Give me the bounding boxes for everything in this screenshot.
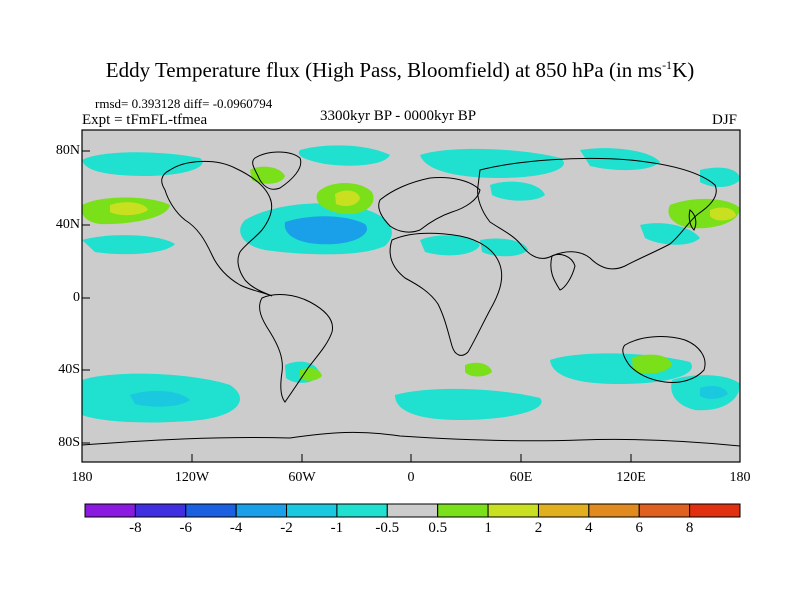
field-mediterranean-cyan [420, 235, 480, 256]
field-n-pacific-cyan [82, 235, 175, 255]
lon-label-0: 0 [407, 470, 415, 485]
field-n-pacific-east-yellowgreen [110, 202, 148, 216]
coast-africa [389, 232, 503, 356]
stats-text: rmsd= 0.393128 diff= -0.0960794 [95, 96, 273, 111]
coast-japan [688, 209, 697, 231]
colorbar-label: 2 [534, 520, 543, 536]
colorbar-label: -1 [330, 520, 344, 536]
coast-north-america [161, 160, 273, 297]
colorbar-label: 0.5 [428, 520, 448, 536]
field-sw-pacific-blue [700, 386, 728, 399]
title-tail: K) [672, 58, 695, 82]
season-label: DJF [712, 112, 738, 128]
colorbar-box-9 [537, 503, 590, 518]
colorbar-label: -2 [280, 520, 293, 536]
lon-label-120w: 120W [174, 470, 210, 485]
colorbar-box-7 [437, 503, 489, 518]
colorbar-label: 4 [585, 520, 593, 536]
coast-greenland [252, 151, 302, 190]
title-main: Eddy Temperature flux (High Pass, Bloomf… [105, 58, 663, 82]
field-n-pacific-west-green [668, 198, 740, 229]
lat-label-40s: 40S [58, 362, 80, 377]
field-ne-atlantic-yellowgreen [335, 190, 360, 206]
colorbar-box-2 [185, 503, 237, 518]
field-arctic-cyan-1 [82, 152, 203, 176]
colorbar-label: 6 [635, 520, 643, 536]
colorbar-box-6 [386, 503, 439, 518]
lat-label-40n: 40N [55, 217, 80, 232]
lat-label-80n: 80N [55, 143, 80, 158]
title-superscript: -1 [662, 58, 673, 72]
field-australia-green [632, 354, 672, 374]
colorbar-box-1 [134, 503, 187, 518]
lon-label-120e: 120E [616, 470, 646, 485]
field-east-siberia-cyan [700, 167, 740, 187]
coastlines [82, 151, 740, 447]
lon-label-60e: 60E [509, 470, 533, 485]
period-label: 3300kyr BP - 0000kyr BP [320, 108, 477, 124]
field-siberia-cyan [420, 148, 564, 178]
axis-ticks [82, 150, 632, 462]
colorbar-label: -6 [179, 520, 193, 536]
colorbar-box-4 [286, 503, 338, 518]
field-north-atlantic-blue [284, 216, 367, 245]
colorbar-label: 8 [685, 520, 694, 536]
colorbar-label: -0.5 [375, 520, 400, 536]
coast-australia [622, 336, 706, 383]
lat-label-0: 0 [73, 290, 80, 305]
colorbar-box-8 [487, 503, 539, 518]
colorbar-box-0 [84, 503, 136, 518]
lon-label-180e: 180 [729, 470, 751, 485]
field-eurasia-cyan [490, 181, 545, 201]
colorbar-box-12 [689, 503, 741, 518]
colorbar-label: -8 [129, 520, 142, 536]
coast-india [550, 253, 576, 291]
anomaly-fields [82, 145, 740, 423]
field-arctic-cyan-2 [298, 145, 390, 166]
experiment-label: Expt = tFmFL-tfmea [82, 112, 208, 128]
colorbar-label: 1 [484, 520, 492, 536]
chart-title: Eddy Temperature flux (High Pass, Bloomf… [0, 58, 800, 83]
colorbar-boxes [84, 503, 741, 518]
colorbar-box-10 [588, 503, 640, 518]
lat-label-80s: 80S [58, 435, 80, 450]
colorbar-box-11 [638, 503, 691, 518]
coast-antarctica [82, 431, 740, 447]
colorbar-box-3 [235, 503, 288, 518]
coast-south-america [259, 294, 334, 403]
field-s-atlantic-cyan [395, 388, 542, 420]
field-greenland-green [250, 166, 285, 184]
field-s-indian-green [465, 362, 492, 377]
lon-label-180w: 180 [71, 470, 93, 485]
coast-asia [477, 157, 717, 270]
field-south-pacific-blue [130, 390, 190, 407]
colorbar-box-5 [336, 503, 388, 518]
colorbar-label: -4 [229, 520, 243, 536]
coast-europe [378, 177, 481, 233]
lon-label-60w: 60W [288, 470, 316, 485]
field-n-pacific-west-yellowgreen [710, 207, 736, 221]
